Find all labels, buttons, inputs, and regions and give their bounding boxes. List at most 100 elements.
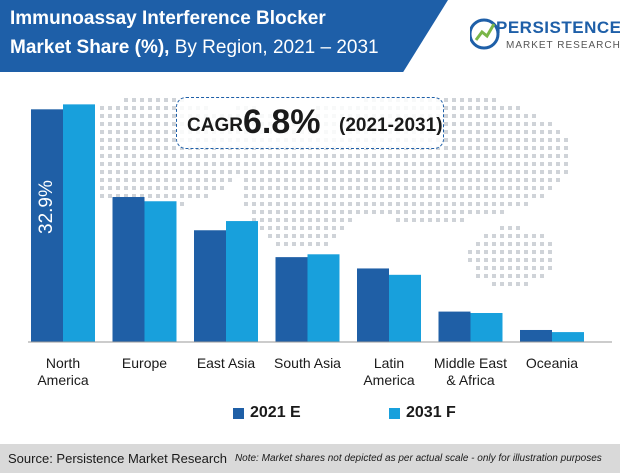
map-dot xyxy=(140,186,144,190)
map-dot xyxy=(500,122,504,126)
map-dot xyxy=(524,258,528,262)
map-dot xyxy=(420,194,424,198)
map-dot xyxy=(268,218,272,222)
map-dot xyxy=(156,170,160,174)
map-dot xyxy=(516,282,520,286)
map-dot xyxy=(276,234,280,238)
map-dot xyxy=(524,274,528,278)
map-dot xyxy=(388,154,392,158)
map-dot xyxy=(476,170,480,174)
map-dot xyxy=(532,130,536,134)
map-dot xyxy=(420,210,424,214)
map-dot xyxy=(380,210,384,214)
map-dot xyxy=(364,154,368,158)
map-dot xyxy=(564,138,568,142)
map-dot xyxy=(476,114,480,118)
map-dot xyxy=(524,138,528,142)
map-dot xyxy=(452,98,456,102)
map-dot xyxy=(164,122,168,126)
map-dot xyxy=(492,122,496,126)
logo-subtitle: MARKET RESEARCH xyxy=(506,40,620,51)
map-dot xyxy=(268,170,272,174)
map-dot xyxy=(380,194,384,198)
map-dot xyxy=(228,170,232,174)
map-dot xyxy=(428,218,432,222)
map-dot xyxy=(540,258,544,262)
map-dot xyxy=(500,274,504,278)
map-dot xyxy=(492,130,496,134)
map-dot xyxy=(396,154,400,158)
map-dot xyxy=(300,242,304,246)
map-dot xyxy=(332,234,336,238)
map-dot xyxy=(516,138,520,142)
map-dot xyxy=(460,194,464,198)
map-dot xyxy=(340,210,344,214)
map-dot xyxy=(140,170,144,174)
map-dot xyxy=(204,186,208,190)
map-dot xyxy=(356,210,360,214)
map-dot xyxy=(372,194,376,198)
map-dot xyxy=(516,234,520,238)
map-dot xyxy=(452,146,456,150)
map-dot xyxy=(508,138,512,142)
map-dot xyxy=(460,162,464,166)
map-dot xyxy=(108,138,112,142)
map-dot xyxy=(284,170,288,174)
map-dot xyxy=(396,186,400,190)
map-dot xyxy=(468,114,472,118)
map-dot xyxy=(212,170,216,174)
map-dot xyxy=(524,146,528,150)
map-dot xyxy=(300,202,304,206)
map-dot xyxy=(268,202,272,206)
map-dot xyxy=(308,234,312,238)
map-dot xyxy=(460,178,464,182)
map-dot xyxy=(268,186,272,190)
map-dot xyxy=(140,114,144,118)
map-dot xyxy=(404,186,408,190)
map-dot xyxy=(372,162,376,166)
category-label-2: East Asia xyxy=(197,355,256,371)
map-dot xyxy=(428,178,432,182)
map-dot xyxy=(340,154,344,158)
map-dot xyxy=(388,162,392,166)
map-dot xyxy=(276,162,280,166)
map-dot xyxy=(276,170,280,174)
map-dot xyxy=(276,202,280,206)
map-dot xyxy=(420,154,424,158)
map-dot xyxy=(156,106,160,110)
map-dot xyxy=(444,106,448,110)
map-dot xyxy=(540,242,544,246)
map-dot xyxy=(508,202,512,206)
category-label-line: Oceania xyxy=(526,355,578,371)
map-dot xyxy=(476,106,480,110)
map-dot xyxy=(524,154,528,158)
map-dot xyxy=(372,170,376,174)
map-dot xyxy=(276,210,280,214)
category-label-0: North America xyxy=(37,355,89,388)
map-dot xyxy=(428,170,432,174)
map-dot xyxy=(364,202,368,206)
map-dot xyxy=(476,202,480,206)
map-dot xyxy=(140,162,144,166)
map-dot xyxy=(524,194,528,198)
map-dot xyxy=(140,106,144,110)
map-dot xyxy=(316,202,320,206)
map-dot xyxy=(452,186,456,190)
map-dot xyxy=(556,130,560,134)
map-dot xyxy=(468,146,472,150)
map-dot xyxy=(468,138,472,142)
map-dot xyxy=(484,106,488,110)
map-dot xyxy=(404,194,408,198)
map-dot xyxy=(140,178,144,182)
map-dot xyxy=(132,138,136,142)
map-dot xyxy=(548,154,552,158)
map-dot xyxy=(124,178,128,182)
map-dot xyxy=(492,250,496,254)
map-dot xyxy=(476,210,480,214)
map-dot xyxy=(276,194,280,198)
map-dot xyxy=(180,202,184,206)
map-dot xyxy=(476,194,480,198)
map-dot xyxy=(548,162,552,166)
category-label-line: Middle East xyxy=(434,355,507,371)
chart-title-rest-part: By Region, 2021 – 2031 xyxy=(169,37,379,58)
